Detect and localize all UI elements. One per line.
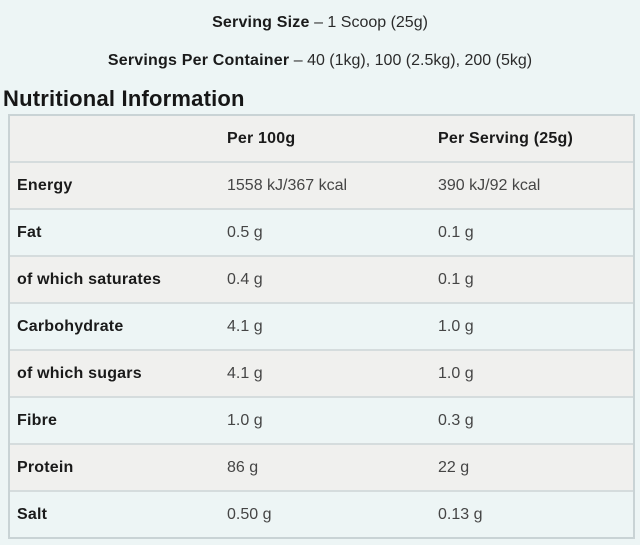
servings-per-container-label: Servings Per Container (107, 52, 290, 69)
table-row-carbohydrate: Carbohydrate 4.1 g 1.0 g (10, 302, 633, 349)
per-100g-value: 0.50 g (227, 490, 438, 537)
table-row-fat: Fat 0.5 g 0.1 g (10, 208, 633, 255)
per-serving-value: 1.0 g (438, 302, 633, 349)
per-serving-value: 0.1 g (438, 255, 633, 302)
per-100g-value: 1558 kJ/367 kcal (227, 161, 438, 208)
header-empty-cell (10, 116, 227, 161)
per-100g-value: 86 g (227, 443, 438, 490)
per-100g-value: 0.5 g (227, 208, 438, 255)
per-100g-value: 0.4 g (227, 255, 438, 302)
per-100g-value: 1.0 g (227, 396, 438, 443)
per-100g-value: 4.1 g (227, 349, 438, 396)
table-header-row: Per 100g Per Serving (25g) (10, 116, 633, 161)
nutrient-label: Protein (10, 443, 227, 490)
per-serving-value: 0.3 g (438, 396, 633, 443)
servings-per-container-value: – 40 (1kg), 100 (2.5kg), 200 (5kg) (293, 52, 533, 69)
per-100g-value: 4.1 g (227, 302, 438, 349)
nutrient-label: Carbohydrate (10, 302, 227, 349)
servings-per-container-line: Servings Per Container – 40 (1kg), 100 (… (0, 32, 640, 70)
serving-size-value: – 1 Scoop (25g) (314, 14, 428, 31)
nutrient-label: of which saturates (10, 255, 227, 302)
per-serving-value: 390 kJ/92 kcal (438, 161, 633, 208)
table-row-fibre: Fibre 1.0 g 0.3 g (10, 396, 633, 443)
table-row-energy: Energy 1558 kJ/367 kcal 390 kJ/92 kcal (10, 161, 633, 208)
header-per-100g: Per 100g (227, 129, 296, 147)
serving-size-line: Serving Size – 1 Scoop (25g) (0, 0, 640, 32)
table-row-sugars: of which sugars 4.1 g 1.0 g (10, 349, 633, 396)
per-serving-value: 0.13 g (438, 490, 633, 537)
nutrition-table: Per 100g Per Serving (25g) Energy 1558 k… (8, 114, 635, 539)
serving-size-label: Serving Size (212, 14, 310, 31)
table-row-protein: Protein 86 g 22 g (10, 443, 633, 490)
nutrient-label: Fibre (10, 396, 227, 443)
per-serving-value: 22 g (438, 443, 633, 490)
per-serving-value: 1.0 g (438, 349, 633, 396)
nutrient-label: Energy (10, 161, 227, 208)
table-row-salt: Salt 0.50 g 0.13 g (10, 490, 633, 537)
nutrient-label: Salt (10, 490, 227, 537)
header-per-serving: Per Serving (25g) (438, 129, 574, 147)
nutrient-label: Fat (10, 208, 227, 255)
table-row-saturates: of which saturates 0.4 g 0.1 g (10, 255, 633, 302)
section-title: Nutritional Information (3, 86, 245, 111)
per-serving-value: 0.1 g (438, 208, 633, 255)
nutrient-label: of which sugars (10, 349, 227, 396)
